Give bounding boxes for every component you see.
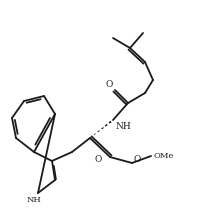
Text: NH: NH	[27, 196, 41, 204]
Text: O: O	[94, 155, 102, 163]
Text: NH: NH	[116, 122, 132, 131]
Text: O: O	[106, 80, 113, 89]
Text: O: O	[134, 155, 141, 163]
Text: OMe: OMe	[153, 152, 173, 160]
